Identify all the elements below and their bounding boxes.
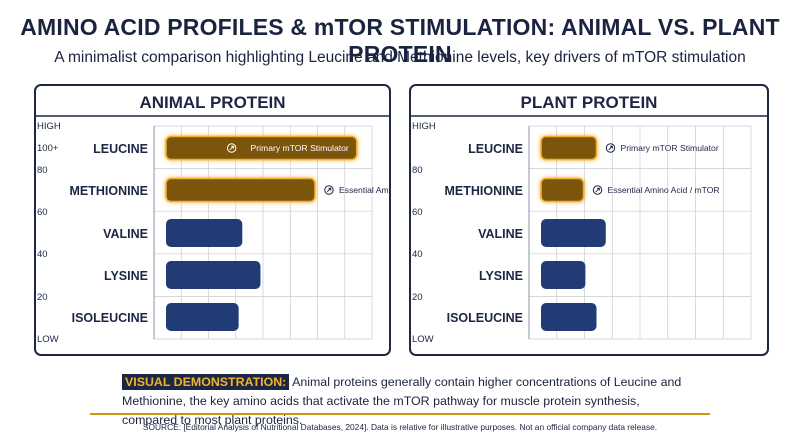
category-label-methionine: METHIONINE [445, 184, 523, 198]
category-label-leucine: LEUCINE [93, 142, 148, 156]
category-label-valine: VALINE [103, 227, 148, 241]
category-label-isoleucine: ISOLEUCINE [447, 311, 523, 325]
note-tag: VISUAL DEMONSTRATION: [122, 374, 290, 390]
bar-isoleucine [541, 303, 597, 331]
category-label-leucine: LEUCINE [468, 142, 523, 156]
bar-valine [541, 219, 606, 247]
plant-panel-title: PLANT PROTEIN [521, 93, 658, 112]
note-underline [90, 413, 710, 415]
page-subtitle: A minimalist comparison highlighting Leu… [54, 49, 746, 66]
arrow-icon [595, 187, 600, 193]
arrow-icon [324, 185, 334, 195]
animal-grid [153, 125, 373, 340]
bar-lysine [541, 261, 586, 289]
annotation-methionine: Essential Amino Acid / mTOR [608, 185, 720, 195]
arrow-icon [605, 143, 616, 153]
animal-chart: ANIMAL PROTEIN HIGH 100+ 80 60 40 20 LOW LEUCINE… [36, 93, 389, 345]
y-tick-label: 60 [412, 207, 423, 218]
arrow-icon [229, 145, 234, 151]
plant-protein-panel: PLANT PROTEIN HIGH 80 60 40 20 LOW LEUCINE Prima… [409, 84, 769, 356]
bar-valine [166, 219, 243, 247]
bar-methionine [165, 177, 316, 203]
arrow-icon [608, 145, 613, 151]
arrow-icon [592, 185, 603, 195]
plant-chart: PLANT PROTEIN HIGH 80 60 40 20 LOW LEUCINE Prima… [411, 93, 767, 345]
category-label-lysine: LYSINE [479, 269, 523, 283]
annotation-methionine: Essential Amino Acid / mTOR [339, 185, 389, 195]
category-label-lysine: LYSINE [104, 269, 148, 283]
source-note: SOURCE: [Editorial Analysis of Nutrition… [142, 422, 658, 432]
bar-methionine [540, 177, 585, 203]
y-tick-label: 80 [412, 165, 423, 176]
y-tick-label: 60 [37, 207, 48, 218]
annotation-leucine: Primary mTOR Stimulator [251, 143, 349, 153]
category-label-isoleucine: ISOLEUCINE [72, 311, 148, 325]
annotation-leucine: Primary mTOR Stimulator [621, 143, 719, 153]
animal-panel-title: ANIMAL PROTEIN [139, 93, 285, 112]
y-tick-label: LOW [412, 334, 434, 345]
note-text: Animal proteins generally contain higher… [122, 375, 682, 427]
arrow-icon [326, 187, 332, 193]
bar-leucine [540, 135, 598, 161]
y-tick-label: HIGH [37, 121, 61, 132]
y-tick-label: 40 [412, 249, 423, 260]
y-tick-label: LOW [37, 334, 59, 345]
animal-protein-panel: ANIMAL PROTEIN HIGH 100+ 80 60 40 20 LOW LEUCINE… [34, 84, 391, 356]
category-label-methionine: METHIONINE [70, 184, 148, 198]
y-tick-label: 100+ [37, 143, 59, 154]
category-label-valine: VALINE [478, 227, 523, 241]
y-tick-label: 40 [37, 249, 48, 260]
y-tick-label: 20 [412, 292, 423, 303]
y-tick-label: 20 [37, 292, 48, 303]
note: VISUAL DEMONSTRATION: Animal proteins ge… [122, 373, 692, 430]
bar-isoleucine [166, 303, 239, 331]
arrow-icon [226, 143, 237, 153]
y-tick-label: HIGH [412, 121, 436, 132]
bar-leucine [165, 135, 358, 161]
page-title: AMINO ACID PROFILES & mTOR STIMULATION: … [20, 14, 780, 67]
bar-lysine [166, 261, 261, 289]
y-tick-label: 80 [37, 165, 48, 176]
